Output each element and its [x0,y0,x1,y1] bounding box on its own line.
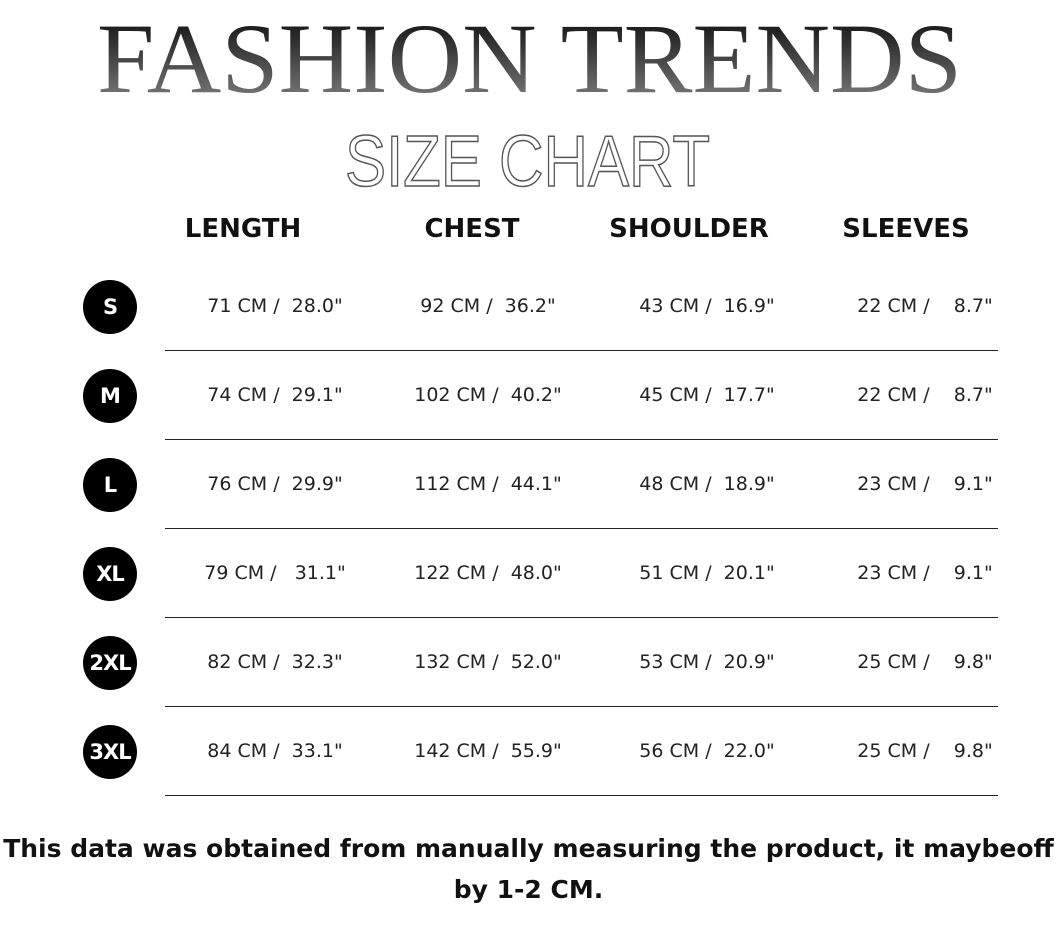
size-badge: M [83,369,137,423]
cell-sleeves: 22 CM / 8.7" [857,295,993,317]
cell-chest: 102 CM / 40.2" [414,384,562,406]
row-divider [165,528,998,529]
cell-length: 84 CM / 33.1" [207,740,343,762]
table-row: XL 79 CM / 31.1" 122 CM / 48.0" 51 CM / 20.… [0,530,1057,619]
cell-shoulder: 43 CM / 16.9" [639,295,775,317]
row-divider [165,706,998,707]
row-divider [165,617,998,618]
table-row: L 76 CM / 29.9" 112 CM / 44.1" 48 CM / 18.9… [0,441,1057,530]
cell-sleeves: 23 CM / 9.1" [857,562,993,584]
column-header-length: LENGTH [184,214,302,244]
row-divider [165,795,998,796]
cell-shoulder: 53 CM / 20.9" [639,651,775,673]
table-row: S 71 CM / 28.0" 92 CM / 36.2" 43 CM / 16.9"… [0,263,1057,352]
column-header-shoulder: SHOULDER [609,214,769,244]
cell-sleeves: 25 CM / 9.8" [857,651,993,673]
size-badge: 3XL [83,725,137,779]
table-row: M 74 CM / 29.1" 102 CM / 40.2" 45 CM / 17.7… [0,352,1057,441]
cell-chest: 142 CM / 55.9" [414,740,562,762]
column-header-chest: CHEST [424,214,520,244]
size-badge: XL [83,547,137,601]
cell-length: 76 CM / 29.9" [207,473,343,495]
note-line-1: This data was obtained from manually mea… [3,834,1054,863]
cell-length: 71 CM / 28.0" [207,295,343,317]
cell-shoulder: 56 CM / 22.0" [639,740,775,762]
cell-sleeves: 23 CM / 9.1" [857,473,993,495]
title-banner: FASHION TRENDS SIZE CHART [97,3,962,203]
table-row: 2XL 82 CM / 32.3" 132 CM / 52.0" 53 CM / 20… [0,619,1057,708]
cell-chest: 92 CM / 36.2" [420,295,556,317]
measurement-note: This data was obtained from manually mea… [0,828,1057,910]
cell-sleeves: 22 CM / 8.7" [857,384,993,406]
cell-chest: 122 CM / 48.0" [414,562,562,584]
size-badge: L [83,458,137,512]
cell-shoulder: 45 CM / 17.7" [639,384,775,406]
cell-chest: 112 CM / 44.1" [414,473,562,495]
table-row: 3XL 84 CM / 33.1" 142 CM / 55.9" 56 CM / 22… [0,708,1057,797]
cell-length: 74 CM / 29.1" [207,384,343,406]
cell-chest: 132 CM / 52.0" [414,651,562,673]
column-header-sleeves: SLEEVES [842,214,970,244]
page-subtitle: SIZE CHART [345,122,710,202]
row-divider [165,350,998,351]
cell-length: 79 CM / 31.1" [204,562,346,584]
cell-shoulder: 51 CM / 20.1" [639,562,775,584]
cell-shoulder: 48 CM / 18.9" [639,473,775,495]
note-line-2: by 1-2 CM. [453,875,604,904]
cell-sleeves: 25 CM / 9.8" [857,740,993,762]
size-badge: 2XL [83,636,137,690]
row-divider [165,439,998,440]
page-title: FASHION TRENDS [97,3,962,114]
cell-length: 82 CM / 32.3" [207,651,343,673]
size-badge: S [83,280,137,334]
